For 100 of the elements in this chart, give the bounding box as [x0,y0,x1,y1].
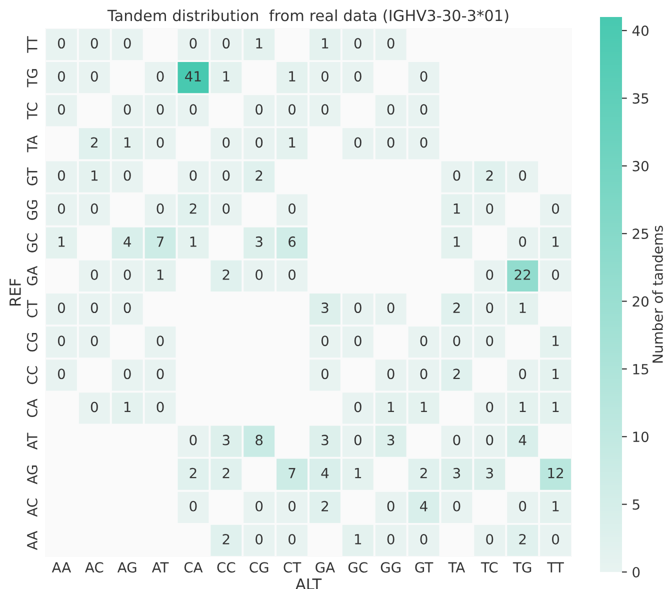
data-label: 1 [454,236,460,247]
color-bar-label: 15 [633,364,648,374]
x-tick-label: AA [52,562,72,572]
data-label: 0 [90,71,98,82]
data-label: 0 [387,534,394,544]
data-label: 0 [321,104,328,115]
data-label: 0 [519,500,526,512]
y-tick-label: GC [26,233,38,252]
data-label: 0 [90,38,98,49]
color-bar-label: 25 [632,228,648,240]
data-label: 0 [256,500,263,512]
data-label: 1 [355,534,362,544]
data-label: 0 [124,170,131,181]
data-label: 0 [486,203,494,214]
data-label: 0 [519,170,526,181]
y-tick-label: TT [27,36,38,53]
data-label: 1 [124,402,130,412]
data-label: 7 [288,468,296,478]
data-label: 0 [354,402,362,412]
data-label: 0 [387,104,394,115]
data-label: 1 [552,336,559,346]
data-label: 0 [354,137,362,148]
data-label: 0 [486,434,494,446]
data-label: 0 [156,368,164,380]
y-tick-label: TC [26,102,38,120]
color-bar-title: Number of tandems [652,226,663,363]
x-tick-label: TA [448,562,466,572]
color-bar-label: 35 [632,93,648,104]
data-label: 0 [190,170,197,181]
data-label: 4 [420,501,428,512]
y-axis-title: REF [10,278,21,306]
data-label: 0 [288,269,296,280]
data-label: 1 [289,137,296,148]
color-bar-label: 40 [632,26,648,36]
data-label: 1 [420,402,427,412]
data-label: 0 [321,368,328,380]
data-label: 1 [520,302,526,313]
color-bar-label: 0 [632,566,640,578]
data-label: 3 [453,468,460,478]
data-label: 0 [354,38,362,49]
data-label: 0 [288,534,296,544]
y-tick-label: TG [26,69,38,88]
x-tick-label: GG [380,562,400,573]
data-label: 0 [58,104,65,115]
data-label: 0 [222,137,230,148]
data-label: 0 [90,302,98,314]
data-label: 2 [222,468,230,478]
data-label: 0 [387,38,394,49]
data-label: 0 [222,170,230,181]
data-label: 0 [90,336,98,346]
data-label: 1 [92,170,98,181]
data-label: 0 [552,203,560,214]
data-label: 1 [552,368,559,379]
y-tick-label: CC [26,366,38,384]
data-label: 0 [222,38,230,49]
data-label: 0 [387,137,394,148]
data-label: 0 [256,104,263,115]
data-label: 0 [552,269,560,280]
x-tick-label: AT [152,562,169,572]
data-label: 0 [256,137,263,148]
color-bar-label: 30 [632,160,648,172]
data-label: 1 [552,236,559,247]
data-label: 1 [355,468,362,478]
data-label: 0 [288,500,296,512]
data-label: 0 [190,434,197,446]
data-label: 2 [222,269,230,280]
data-label: 8 [256,434,263,446]
x-tick-label: GA [316,562,335,573]
data-label: 0 [58,336,65,346]
data-label: 0 [387,500,394,512]
y-tick-label: CT [26,300,38,318]
x-tick-label: CA [184,562,203,573]
data-label: 0 [90,402,98,412]
data-label: 6 [288,236,296,247]
data-label: 1 [388,402,394,412]
data-label: 2 [322,500,328,512]
data-label: 0 [124,269,131,280]
data-label: 1 [124,137,130,148]
x-tick-label: CG [250,562,268,573]
x-tick-label: TG [512,562,532,573]
data-label: 0 [354,434,362,446]
data-label: 1 [520,402,526,412]
data-label: 0 [420,336,428,346]
data-label: 0 [486,402,494,412]
data-label: 0 [156,137,164,148]
data-label: 2 [453,368,460,379]
data-label: 3 [256,236,262,247]
data-label: 0 [354,71,362,82]
data-label: 0 [288,203,296,214]
data-label: 1 [289,71,296,82]
x-tick-label: AG [117,562,136,573]
data-label: 7 [157,236,164,247]
data-label: 0 [222,203,230,214]
data-label: 0 [190,38,197,49]
data-label: 2 [519,534,526,544]
data-label: 3 [322,434,328,446]
x-tick-label: CT [284,562,302,573]
data-label: 0 [453,336,460,346]
data-label: 0 [486,336,494,346]
data-label: 0 [256,534,263,544]
